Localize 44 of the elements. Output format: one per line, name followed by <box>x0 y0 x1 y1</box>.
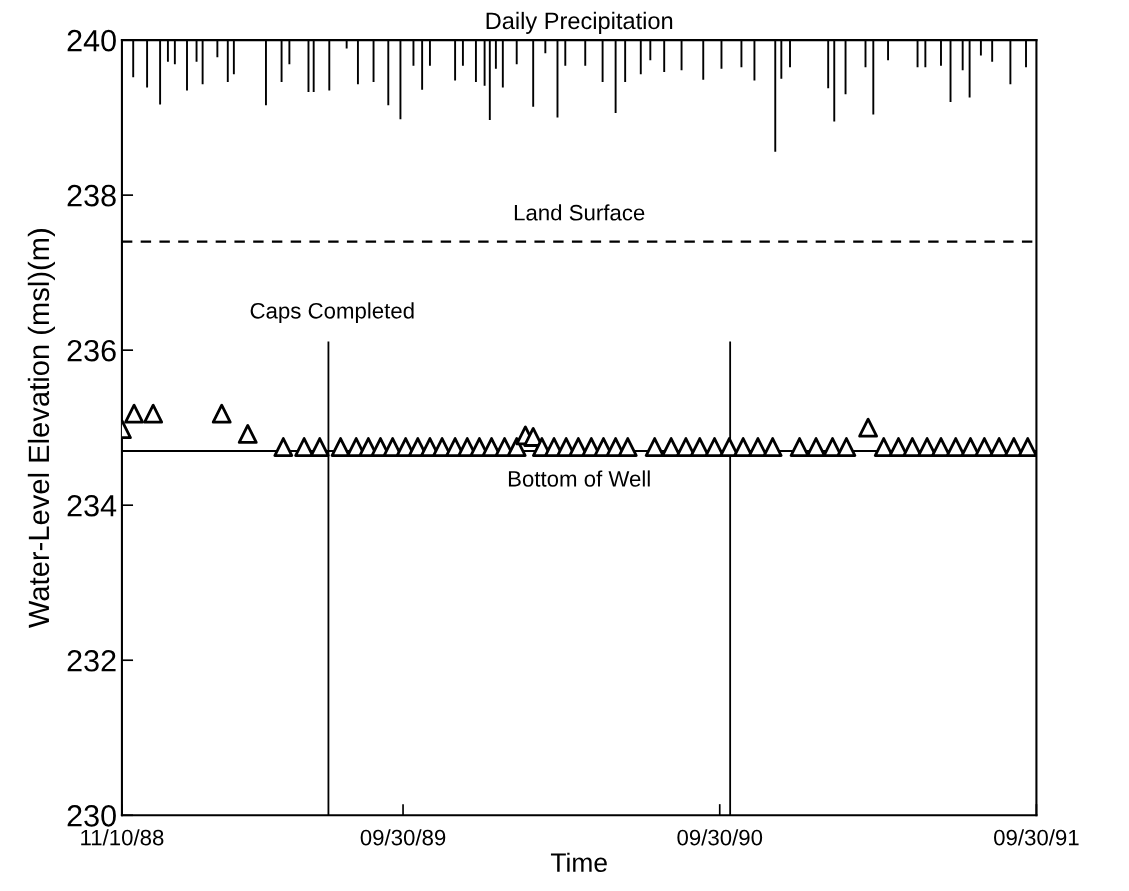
point <box>689 437 710 457</box>
x-tick-label: 09/30/91 <box>994 829 1079 846</box>
y-tick-label: 234 <box>67 494 117 517</box>
point <box>748 437 768 457</box>
point <box>858 417 878 438</box>
point <box>506 437 527 457</box>
y-tick-label: 236 <box>67 339 116 362</box>
y-tick-label: 238 <box>67 184 116 207</box>
point <box>806 437 826 457</box>
point <box>1003 437 1024 457</box>
chart-title: Daily Precipitation <box>486 11 673 34</box>
ref-line-label: Land Surface <box>514 204 645 221</box>
point <box>330 437 351 457</box>
point <box>273 437 294 457</box>
point <box>294 437 315 457</box>
point <box>704 437 725 457</box>
point <box>945 437 966 457</box>
x-axis-title: Time <box>550 852 607 873</box>
y-axis-title: Water-Level Elevation (msl)(m) <box>27 229 55 628</box>
point <box>124 403 144 424</box>
point <box>143 403 164 424</box>
y-tick-label: 232 <box>67 649 116 672</box>
ref-line-label: Bottom of Well <box>508 470 650 487</box>
point <box>836 437 857 457</box>
y-tick-label: 240 <box>67 29 116 52</box>
point <box>902 437 923 457</box>
x-tick-label: 09/30/89 <box>360 829 446 846</box>
point <box>644 437 665 457</box>
point <box>1017 437 1037 457</box>
point <box>974 437 995 457</box>
point <box>211 403 232 424</box>
x-tick-label: 11/10/88 <box>81 829 164 846</box>
point <box>762 437 783 457</box>
annotation: Caps Completed <box>250 302 414 324</box>
point <box>917 437 937 457</box>
point <box>309 437 330 457</box>
y-tick-label: 230 <box>67 805 116 827</box>
point <box>931 437 951 457</box>
x-tick-label: 09/30/90 <box>677 829 763 846</box>
point <box>873 437 894 457</box>
point <box>789 437 810 457</box>
point <box>237 423 258 444</box>
point <box>676 437 696 457</box>
point <box>617 437 638 457</box>
